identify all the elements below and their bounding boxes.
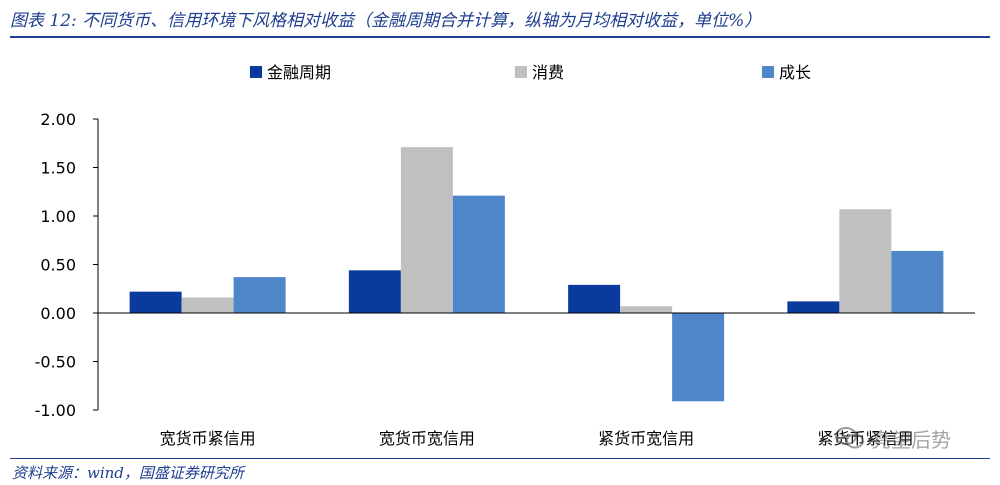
y-tick-label: -1.00 xyxy=(35,401,76,420)
y-tick-label: -0.50 xyxy=(35,353,76,372)
wechat-icon xyxy=(835,427,864,449)
y-tick-label: 0.00 xyxy=(40,304,76,323)
y-tick-label: 1.00 xyxy=(40,207,76,226)
watermark-text: 亮望后势 xyxy=(871,427,951,452)
bar-3-3 xyxy=(672,313,725,402)
bar-2-2 xyxy=(400,147,453,313)
source-note: 资料来源：wind，国盛证券研究所 xyxy=(12,464,244,482)
bars xyxy=(129,147,944,402)
legend-label: 消费 xyxy=(532,63,564,82)
watermark: 亮望后势 xyxy=(835,424,951,452)
bar-2-3 xyxy=(620,306,673,313)
y-tick-label: 0.50 xyxy=(40,256,76,275)
bar-1-1 xyxy=(129,291,182,313)
bar-1-3 xyxy=(568,284,621,313)
chart-legend: 金融周期 消费 成长 xyxy=(250,63,811,82)
bar-3-2 xyxy=(452,195,505,313)
y-tick-label: 2.00 xyxy=(40,110,76,129)
bar-2-4 xyxy=(839,209,892,313)
legend-swatch xyxy=(515,66,527,78)
title-rule xyxy=(10,36,990,38)
bar-3-1 xyxy=(233,277,286,313)
bar-1-2 xyxy=(348,270,401,313)
bar-3-4 xyxy=(891,250,944,313)
x-category-label: 紧货币宽信用 xyxy=(598,429,694,448)
x-axis: 宽货币紧信用 宽货币宽信用 紧货币宽信用 紧货币紧信用 xyxy=(98,312,975,448)
legend-label: 成长 xyxy=(779,63,811,82)
legend-swatch xyxy=(762,66,774,78)
x-category-label: 宽货币宽信用 xyxy=(379,429,475,448)
source-rule xyxy=(10,458,990,459)
bar-2-1 xyxy=(181,297,234,313)
legend-swatch xyxy=(250,66,262,78)
bar-chart: 金融周期 消费 成长 2.001.501.000.500.00-0.50-1.00 … xyxy=(35,63,975,448)
x-category-label: 宽货币紧信用 xyxy=(160,429,256,448)
legend-label: 金融周期 xyxy=(267,63,331,82)
y-axis: 2.00 1.50 1.00 0.50 0.00 -0.50 -1.00 xyxy=(35,110,99,420)
y-tick-label: 1.50 xyxy=(40,159,76,178)
bar-1-4 xyxy=(787,301,840,313)
figure-title: 图表 12: 不同货币、信用环境下风格相对收益（金融周期合并计算，纵轴为月均相对… xyxy=(10,11,762,31)
